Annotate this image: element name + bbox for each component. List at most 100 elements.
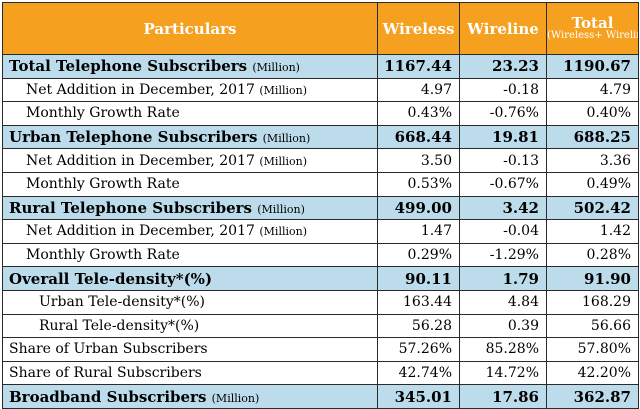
wireless-cell: 0.43% [377, 101, 460, 126]
wireline-cell: 23.23 [459, 54, 547, 79]
total-cell: 3.36 [546, 148, 639, 173]
table-row: Urban Telephone Subscribers (Million) 66… [2, 124, 639, 150]
row-label-cell: Urban Tele-density*(%) [2, 289, 378, 315]
table-row: Share of Urban Subscribers 57.26% 85.28%… [2, 337, 639, 362]
wireless-cell: 0.53% [377, 171, 460, 197]
table-row: Rural Tele-density*(%) 56.28 0.39 56.66 [2, 313, 639, 339]
total-cell: 91.90 [546, 266, 639, 291]
table-row: Net Addition in December, 2017 (Million)… [2, 77, 639, 103]
table-row: Monthly Growth Rate 0.53% -0.67% 0.49% [2, 171, 639, 197]
row-label-cell: Urban Telephone Subscribers (Million) [2, 124, 378, 150]
row-unit: (Million) [257, 202, 305, 216]
row-unit: (Million) [259, 225, 308, 239]
row-label: Net Addition in December, 2017 [26, 81, 255, 98]
wireless-cell: 1.47 [377, 219, 460, 244]
wireline-cell: -0.67% [459, 171, 547, 197]
row-label-cell: Net Addition in December, 2017 (Million) [2, 219, 378, 244]
total-cell: 56.66 [546, 313, 639, 339]
wireless-cell: 0.29% [377, 242, 460, 268]
total-cell: 502.42 [546, 195, 639, 221]
row-label: Total Telephone Subscribers [9, 57, 248, 76]
row-label-cell: Broadband Subscribers (Million) [2, 384, 378, 409]
row-unit: (Million) [259, 154, 308, 168]
row-label-cell: Monthly Growth Rate [2, 101, 378, 126]
row-label-cell: Share of Urban Subscribers [2, 337, 378, 362]
table-row: Monthly Growth Rate 0.43% -0.76% 0.40% [2, 101, 639, 126]
row-label-cell: Monthly Growth Rate [2, 242, 378, 268]
wireline-cell: -1.29% [459, 242, 547, 268]
total-cell: 0.49% [546, 171, 639, 197]
table-row: Share of Rural Subscribers 42.74% 14.72%… [2, 360, 639, 386]
row-label-cell: Share of Rural Subscribers [2, 360, 378, 386]
header-particulars: Particulars [2, 2, 378, 55]
wireline-cell: 14.72% [459, 360, 547, 386]
total-cell: 0.40% [546, 101, 639, 126]
row-label-cell: Net Addition in December, 2017 (Million) [2, 148, 378, 173]
header-wireline: Wireline [459, 2, 547, 55]
total-cell: 57.80% [546, 337, 639, 362]
total-cell: 1.42 [546, 219, 639, 244]
row-label-cell: Rural Telephone Subscribers (Million) [2, 195, 378, 221]
wireless-cell: 57.26% [377, 337, 460, 362]
wireless-cell: 1167.44 [377, 54, 460, 79]
row-label: Broadband Subscribers [9, 387, 207, 406]
row-unit: (Million) [252, 61, 300, 75]
wireless-cell: 42.74% [377, 360, 460, 386]
table-row: Overall Tele-density*(%) 90.11 1.79 91.9… [2, 266, 639, 291]
wireline-cell: 17.86 [459, 384, 547, 409]
row-label-cell: Total Telephone Subscribers (Million) [2, 54, 378, 79]
table-row: Urban Tele-density*(%) 163.44 4.84 168.2… [2, 289, 639, 315]
row-label: Rural Tele-density*(%) [39, 317, 200, 334]
row-label: Urban Tele-density*(%) [39, 294, 205, 311]
wireless-cell: 345.01 [377, 384, 460, 409]
wireline-cell: -0.18 [459, 77, 547, 103]
wireless-cell: 499.00 [377, 195, 460, 221]
total-cell: 42.20% [546, 360, 639, 386]
row-unit: (Million) [259, 83, 308, 97]
table-row: Broadband Subscribers (Million) 345.01 1… [2, 384, 639, 409]
row-label: Share of Rural Subscribers [9, 365, 202, 382]
total-cell: 4.79 [546, 77, 639, 103]
row-label: Urban Telephone Subscribers [9, 128, 258, 147]
header-total-label: Total [571, 14, 614, 32]
header-row: Particulars Wireless Wireline Total (Wir… [2, 2, 639, 55]
total-cell: 168.29 [546, 289, 639, 315]
wireless-cell: 56.28 [377, 313, 460, 339]
header-total: Total (Wireless+ Wireline) [546, 2, 639, 55]
wireless-cell: 163.44 [377, 289, 460, 315]
wireless-cell: 4.97 [377, 77, 460, 103]
table-row: Monthly Growth Rate 0.29% -1.29% 0.28% [2, 242, 639, 268]
row-label-cell: Rural Tele-density*(%) [2, 313, 378, 339]
wireline-cell: 85.28% [459, 337, 547, 362]
row-unit: (Million) [211, 391, 260, 405]
total-cell: 688.25 [546, 124, 639, 150]
wireless-cell: 3.50 [377, 148, 460, 173]
row-label: Monthly Growth Rate [26, 105, 180, 122]
wireline-cell: 1.79 [459, 266, 547, 291]
wireline-cell: 0.39 [459, 313, 547, 339]
wireline-cell: 19.81 [459, 124, 547, 150]
row-label: Rural Telephone Subscribers [9, 198, 252, 217]
header-wireless: Wireless [377, 2, 460, 55]
row-label: Monthly Growth Rate [26, 247, 180, 264]
row-label-cell: Overall Tele-density*(%) [2, 266, 378, 291]
header-total-subtitle: (Wireless+ Wireline) [547, 30, 638, 41]
wireline-cell: -0.76% [459, 101, 547, 126]
wireline-cell: 3.42 [459, 195, 547, 221]
wireless-cell: 668.44 [377, 124, 460, 150]
total-cell: 362.87 [546, 384, 639, 409]
row-label: Net Addition in December, 2017 [26, 223, 255, 240]
row-label: Monthly Growth Rate [26, 176, 180, 193]
total-cell: 0.28% [546, 242, 639, 268]
row-label: Net Addition in December, 2017 [26, 152, 255, 169]
wireline-cell: -0.04 [459, 219, 547, 244]
row-label: Overall Tele-density*(%) [9, 269, 213, 288]
row-label-cell: Net Addition in December, 2017 (Million) [2, 77, 378, 103]
row-label: Share of Urban Subscribers [9, 341, 208, 358]
table-row: Total Telephone Subscribers (Million) 11… [2, 54, 639, 79]
row-label-cell: Monthly Growth Rate [2, 171, 378, 197]
wireline-cell: 4.84 [459, 289, 547, 315]
table-row: Net Addition in December, 2017 (Million)… [2, 148, 639, 173]
